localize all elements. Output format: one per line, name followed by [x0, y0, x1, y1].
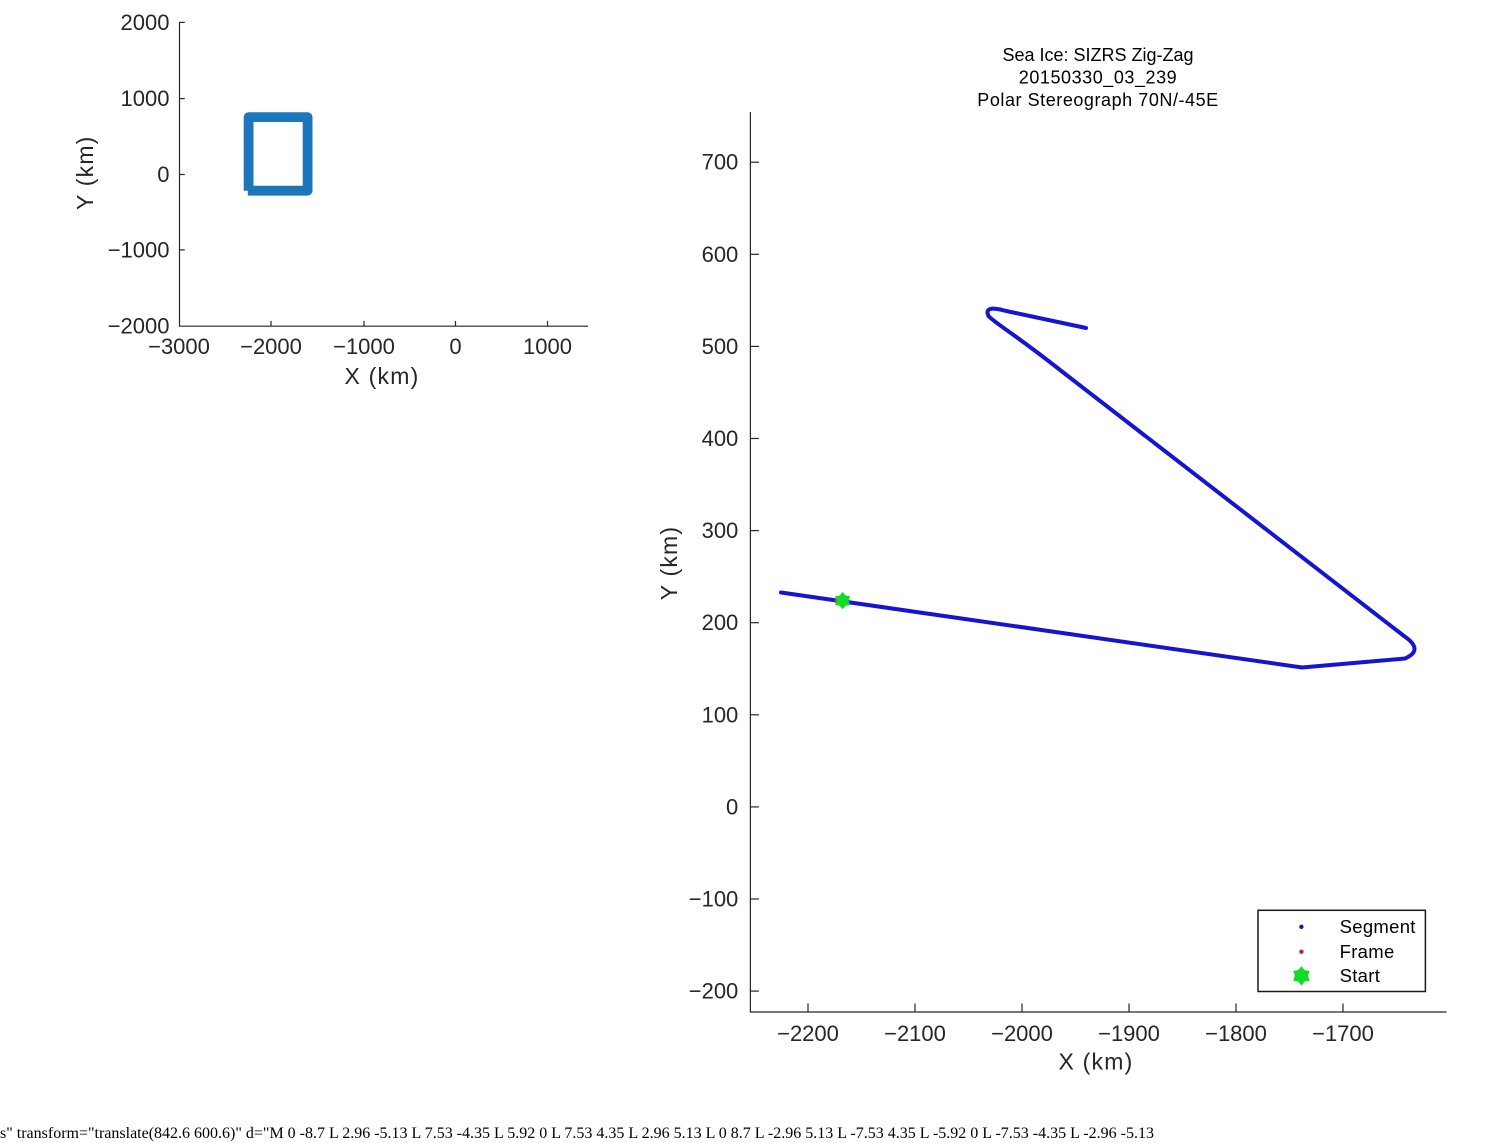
svg-text:−1800: −1800 — [1205, 1021, 1267, 1046]
svg-text:−100: −100 — [689, 887, 739, 912]
svg-text:20150330_03_239: 20150330_03_239 — [1019, 68, 1177, 89]
svg-text:0: 0 — [449, 334, 461, 359]
svg-text:−1000: −1000 — [108, 237, 170, 262]
svg-text:−1000: −1000 — [333, 334, 395, 359]
svg-text:1000: 1000 — [523, 334, 572, 359]
svg-text:Polar Stereograph 70N/-45E: Polar Stereograph 70N/-45E — [977, 90, 1218, 110]
svg-text:−2000: −2000 — [108, 314, 170, 339]
svg-text:300: 300 — [702, 518, 739, 543]
svg-text:600: 600 — [702, 242, 739, 267]
svg-text:−3000: −3000 — [148, 334, 210, 359]
svg-text:1000: 1000 — [121, 86, 170, 111]
svg-text:2000: 2000 — [121, 10, 170, 35]
svg-text:0: 0 — [157, 162, 169, 187]
svg-text:Segment: Segment — [1340, 916, 1416, 937]
svg-text:−1700: −1700 — [1312, 1021, 1374, 1046]
svg-text:Start: Start — [1340, 965, 1381, 986]
svg-text:200: 200 — [702, 610, 739, 635]
svg-text:400: 400 — [702, 426, 739, 451]
svg-text:−200: −200 — [689, 979, 739, 1004]
svg-text:X (km): X (km) — [345, 363, 420, 389]
svg-text:−2000: −2000 — [991, 1021, 1053, 1046]
svg-text:−1900: −1900 — [1098, 1021, 1160, 1046]
svg-text:700: 700 — [702, 150, 739, 175]
svg-text:0: 0 — [726, 794, 738, 819]
svg-text:500: 500 — [702, 334, 739, 359]
svg-text:Y (km): Y (km) — [656, 526, 682, 601]
svg-text:−2200: −2200 — [777, 1021, 839, 1046]
svg-text:Sea Ice: SIZRS Zig-Zag: Sea Ice: SIZRS Zig-Zag — [1002, 45, 1193, 65]
svg-text:100: 100 — [702, 702, 739, 727]
svg-text:Y (km): Y (km) — [72, 135, 98, 210]
svg-text:X (km): X (km) — [1059, 1048, 1134, 1074]
svg-text:−2000: −2000 — [240, 334, 302, 359]
svg-text:Frame: Frame — [1340, 941, 1395, 962]
svg-text:−2100: −2100 — [884, 1021, 946, 1046]
